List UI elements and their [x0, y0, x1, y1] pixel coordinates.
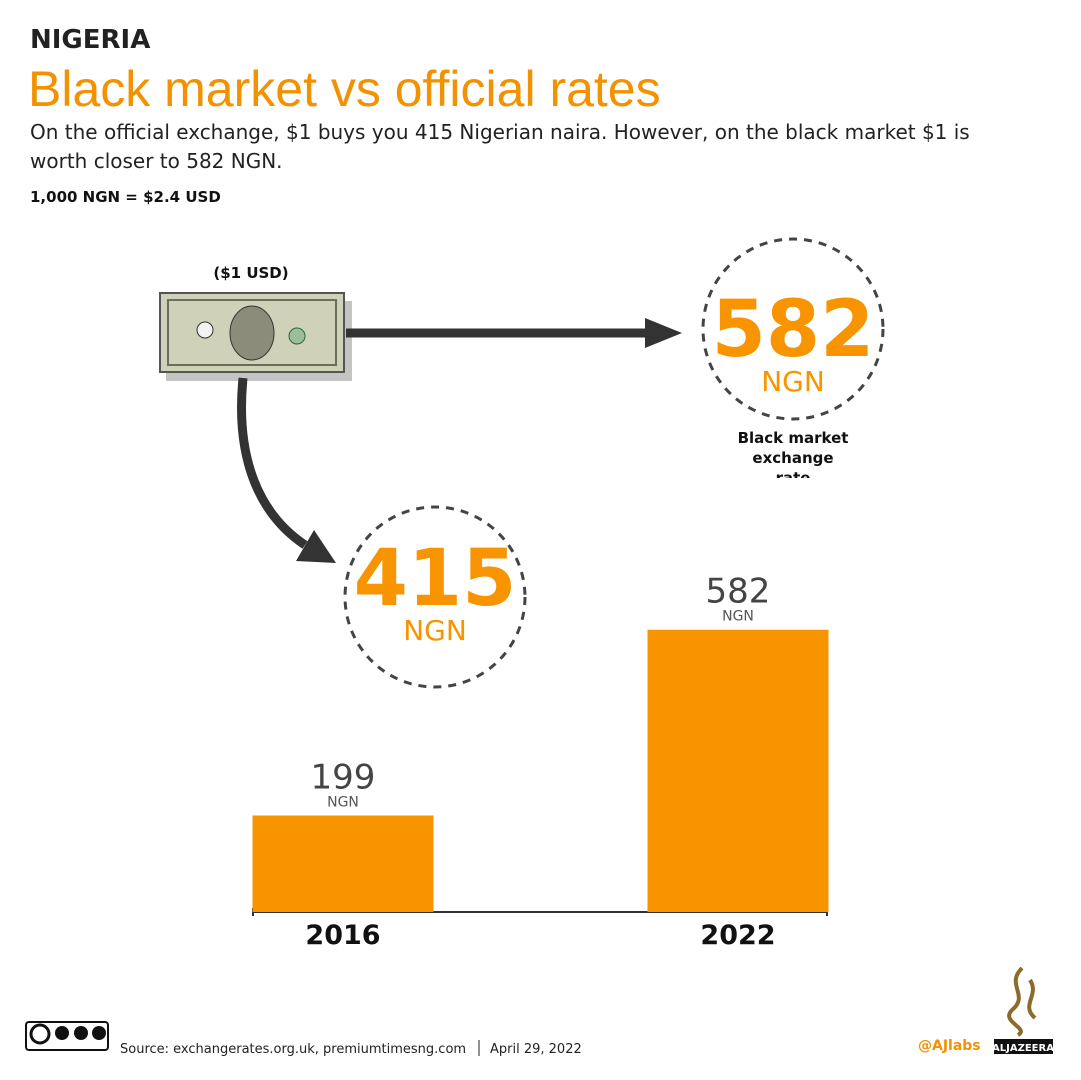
value-unit: NGN: [722, 609, 754, 625]
bill-seal: [196, 321, 214, 339]
x-tick-label: 2022: [700, 920, 775, 951]
value-label: 199: [311, 757, 376, 797]
bill-label: ($1 USD): [213, 264, 288, 282]
brand: ALJAZEERA: [992, 1043, 1054, 1054]
cc-icon: [29, 1023, 51, 1045]
date: April 29, 2022: [490, 1042, 582, 1057]
note: 1,000 NGN = $2.4 USD: [30, 188, 221, 206]
cc-icon: [74, 1026, 88, 1040]
x-tick-label: 2016: [305, 920, 380, 951]
value-unit: NGN: [327, 794, 359, 810]
arrow-curve: [237, 377, 308, 549]
chart-title: Black market vs official rates: [28, 61, 661, 117]
logo-bar: [994, 1039, 1053, 1054]
bill-portrait: [229, 305, 275, 361]
cc-icon: [55, 1026, 69, 1040]
value-label: 582: [706, 572, 771, 612]
callout-circle: [343, 505, 527, 689]
bar: [647, 629, 829, 912]
source: Source: exchangerates.org.uk, premiumtim…: [120, 1042, 466, 1057]
callout-circle: [701, 237, 885, 421]
callout-label: Black market exchange rate: [737, 429, 849, 478]
arrowhead: [645, 318, 682, 348]
logo-mark: [1007, 966, 1037, 1037]
arrowhead: [296, 530, 336, 563]
cc-license: [25, 1021, 109, 1051]
callout-value: 582: [712, 285, 875, 375]
callout-unit: NGN: [403, 614, 467, 647]
subtitle: On the official exchange, $1 buys you 41…: [30, 120, 970, 173]
brand-logo: ALJAZEERA: [992, 966, 1054, 1054]
bill-seal: [288, 327, 306, 345]
callout-value: 415: [354, 534, 517, 624]
bill-border: [167, 299, 337, 366]
subtitle-box: On the official exchange, $1 buys you 41…: [30, 120, 970, 173]
bar: [252, 815, 434, 912]
handle: @AJlabs: [918, 1038, 981, 1054]
dollar-bill: [159, 292, 352, 381]
callout-unit: NGN: [761, 365, 825, 398]
callout-label-box: Black market exchange rate: [737, 429, 849, 478]
kicker: NIGERIA: [30, 25, 150, 55]
cc-icon: [92, 1026, 106, 1040]
